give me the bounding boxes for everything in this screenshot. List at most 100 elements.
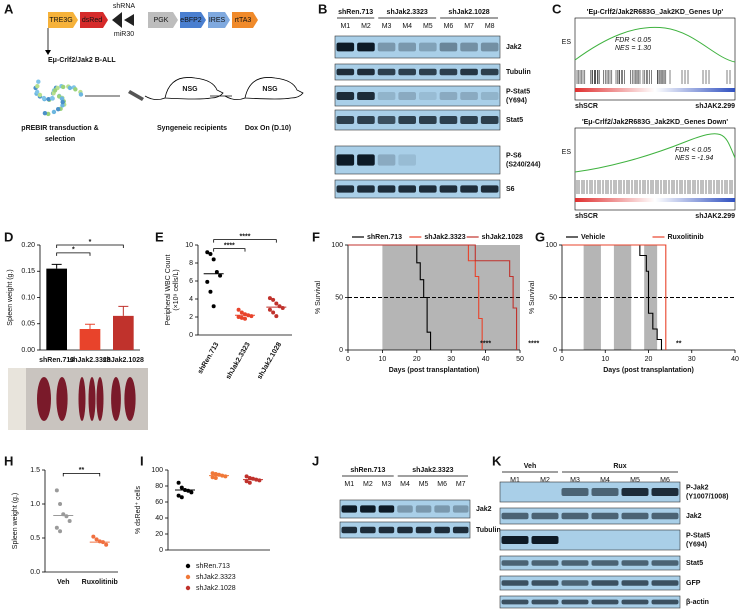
y-tick-label: 80 bbox=[155, 483, 163, 490]
panel-label: E bbox=[155, 229, 164, 244]
blot-band bbox=[501, 512, 529, 520]
blot-row-label: Jak2 bbox=[506, 44, 522, 51]
cell bbox=[51, 109, 57, 115]
x-tick-label: shRen.713 bbox=[197, 341, 221, 375]
blot-band bbox=[377, 185, 396, 193]
blot-band bbox=[439, 185, 458, 193]
blot-band bbox=[460, 185, 478, 193]
y-tick-label: 100 bbox=[545, 242, 557, 249]
blot-row-label: Tubulin bbox=[476, 527, 501, 534]
blot-band bbox=[591, 599, 619, 605]
blot-strip bbox=[334, 179, 501, 199]
blot-band bbox=[377, 68, 396, 76]
panel-label: J bbox=[312, 453, 319, 468]
x-tick-label: 40 bbox=[731, 356, 739, 363]
x-tick-label: 50 bbox=[516, 356, 524, 363]
data-point bbox=[247, 480, 252, 485]
y-axis-label: Peripheral WBC Count bbox=[165, 255, 172, 326]
blot-band bbox=[341, 505, 358, 513]
blot-band bbox=[531, 580, 559, 586]
blot-band bbox=[561, 488, 589, 496]
blot-strip bbox=[334, 109, 501, 131]
blot-band bbox=[651, 580, 679, 586]
panel-label: F bbox=[312, 229, 320, 244]
significance-label: ** bbox=[79, 467, 85, 474]
cassette-label: rtTA3 bbox=[235, 17, 252, 24]
x-tick-label: shJak2.3323 bbox=[225, 341, 252, 380]
blot-band bbox=[377, 42, 396, 52]
cassette-block bbox=[180, 12, 206, 28]
blot-band bbox=[336, 92, 355, 100]
blot-band bbox=[591, 580, 619, 586]
cell bbox=[55, 107, 61, 112]
spleen bbox=[96, 377, 104, 421]
blot-row-label: (Y694) bbox=[686, 541, 707, 548]
enrichment-curve bbox=[574, 133, 736, 173]
data-point bbox=[223, 474, 228, 479]
blot-band bbox=[419, 92, 437, 100]
blot-row-label: (Y1007/1008) bbox=[686, 493, 728, 500]
significance-label: **** bbox=[528, 341, 539, 348]
lane-label: M7 bbox=[456, 481, 466, 488]
data-point bbox=[247, 476, 252, 480]
y-tick-label: 8 bbox=[189, 260, 193, 267]
legend-label: shJak2.1028 bbox=[196, 585, 236, 592]
cassette-label: TRE3G bbox=[49, 17, 72, 24]
data-point bbox=[271, 310, 276, 315]
data-point bbox=[64, 514, 69, 519]
data-point bbox=[274, 314, 279, 319]
blot-band bbox=[452, 526, 469, 534]
blot-band bbox=[621, 580, 649, 586]
data-point bbox=[239, 310, 244, 315]
step-label: Dox On (D.10) bbox=[245, 125, 291, 132]
y-tick-label: 20 bbox=[155, 531, 163, 538]
data-point bbox=[210, 471, 215, 476]
data-point bbox=[205, 250, 210, 255]
y-tick-label: 50 bbox=[549, 294, 557, 301]
blot-band bbox=[341, 526, 358, 534]
survival-curve bbox=[562, 244, 663, 350]
spleen bbox=[111, 377, 121, 421]
y-tick-label: 0.15 bbox=[21, 268, 35, 275]
gsea-frame bbox=[574, 127, 736, 211]
x-tick-label: 0 bbox=[560, 356, 564, 363]
blot-band bbox=[415, 526, 432, 534]
data-point bbox=[211, 304, 216, 309]
significance-label: ** bbox=[676, 341, 682, 348]
blot-band bbox=[398, 92, 416, 100]
y-tick-label: 0.20 bbox=[21, 242, 35, 249]
survival-curve bbox=[562, 244, 667, 350]
cassette-block bbox=[208, 12, 230, 28]
data-point bbox=[58, 502, 63, 506]
x-tick-label: shRen.713 bbox=[39, 357, 74, 364]
data-point bbox=[210, 475, 215, 480]
y-tick-label: 4 bbox=[189, 296, 193, 303]
data-point bbox=[104, 542, 109, 547]
survival-curve bbox=[348, 244, 518, 350]
blot-band bbox=[501, 560, 529, 566]
blot-row-label: β-actin bbox=[686, 599, 709, 606]
y-axis-label: % Survival bbox=[315, 281, 322, 315]
gsea-stat: FDR < 0.05 bbox=[615, 37, 651, 44]
blot-band bbox=[460, 116, 478, 124]
axes bbox=[44, 470, 118, 573]
gsea-stat: NES = 1.30 bbox=[615, 45, 651, 52]
syringe bbox=[128, 90, 144, 101]
legend-label: Vehicle bbox=[581, 234, 605, 241]
data-point bbox=[179, 485, 184, 490]
legend-swatch bbox=[185, 563, 191, 569]
blot-row-label: P-Stat5 bbox=[686, 532, 710, 539]
x-tick-label: shJak2.1028 bbox=[256, 341, 283, 380]
blot-band bbox=[501, 536, 529, 544]
data-point bbox=[176, 480, 181, 485]
cell bbox=[49, 95, 55, 101]
blot-row-label: Jak2 bbox=[476, 506, 492, 513]
lane-label: M1 bbox=[340, 23, 350, 30]
arrowhead bbox=[45, 50, 51, 55]
panel-label: D bbox=[4, 229, 13, 244]
gsea-frame bbox=[574, 17, 736, 101]
panel-label: A bbox=[4, 1, 14, 16]
blot-band bbox=[357, 116, 375, 124]
significance-label: **** bbox=[480, 341, 491, 348]
